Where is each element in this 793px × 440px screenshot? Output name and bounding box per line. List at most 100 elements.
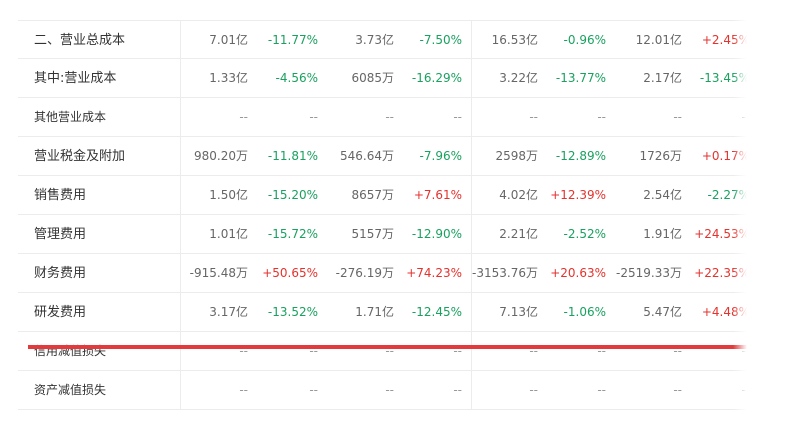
column-divider — [180, 176, 181, 215]
column-divider — [471, 21, 472, 60]
value-cell: 6085万 — [351, 71, 394, 85]
value-cell: -- — [529, 110, 538, 124]
right-margin — [747, 0, 793, 438]
row-label: 信用减值损失 — [34, 344, 107, 358]
scroll-fade — [733, 20, 747, 440]
column-divider — [471, 293, 472, 332]
change-cell: -- — [453, 383, 462, 397]
value-cell: 7.13亿 — [499, 305, 538, 319]
table-row: 财务费用 -915.48万 +50.65% -276.19万 +74.23% -3153.… — [18, 254, 750, 293]
row-label: 其中:营业成本 — [34, 71, 117, 86]
column-divider — [471, 176, 472, 215]
value-cell: 1.71亿 — [355, 305, 394, 319]
value-cell: -- — [239, 110, 248, 124]
change-cell: -1.06% — [563, 305, 606, 319]
value-cell: 8657万 — [351, 188, 394, 202]
column-divider — [471, 371, 472, 410]
column-divider — [180, 98, 181, 137]
change-cell: -7.50% — [419, 33, 462, 47]
value-cell: 546.64万 — [340, 149, 394, 163]
value-cell: -2519.33万 — [616, 266, 682, 280]
change-cell: +12.39% — [550, 188, 606, 202]
value-cell: -- — [529, 383, 538, 397]
row-label: 二、营业总成本 — [34, 33, 126, 48]
row-label: 资产减值损失 — [34, 383, 107, 397]
value-cell: 2.54亿 — [643, 188, 682, 202]
value-cell: 2.17亿 — [643, 71, 682, 85]
table-row: 研发费用 3.17亿 -13.52% 1.71亿 -12.45% 7.13亿 -1.06% 5… — [18, 293, 750, 332]
value-cell: 12.01亿 — [635, 33, 682, 47]
change-cell: -- — [309, 344, 318, 358]
value-cell: 7.01亿 — [209, 33, 248, 47]
change-cell: -11.77% — [267, 33, 318, 47]
column-divider — [180, 137, 181, 176]
change-cell: -7.96% — [419, 149, 462, 163]
column-divider — [471, 137, 472, 176]
change-cell: -- — [309, 383, 318, 397]
value-cell: -- — [385, 383, 394, 397]
change-cell: -13.52% — [267, 305, 318, 319]
column-divider — [471, 215, 472, 254]
financial-table: 二、营业总成本 7.01亿 -11.77% 3.73亿 -7.50% 16.53亿 -0.9… — [18, 20, 750, 410]
table-row: 其他营业成本---------------- — [18, 98, 750, 137]
table-row: 营业税金及附加 980.20万 -11.81% 546.64万 -7.96% 2598万 -… — [18, 137, 750, 176]
column-divider — [180, 215, 181, 254]
value-cell: 4.02亿 — [499, 188, 538, 202]
change-cell: -0.96% — [563, 33, 606, 47]
table-row: 管理费用 1.01亿 -15.72% 5157万 -12.90% 2.21亿 -2.52% 1… — [18, 215, 750, 254]
table-row: 二、营业总成本 7.01亿 -11.77% 3.73亿 -7.50% 16.53亿 -0.9… — [18, 20, 750, 60]
table-row: 销售费用 1.50亿 -15.20% 8657万 +7.61% 4.02亿 +12.39% 2… — [18, 176, 750, 215]
value-cell: 1.50亿 — [209, 188, 248, 202]
change-cell: -12.89% — [555, 149, 606, 163]
change-cell: -12.90% — [411, 227, 462, 241]
value-cell: -915.48万 — [189, 266, 248, 280]
change-cell: -15.72% — [267, 227, 318, 241]
change-cell: +50.65% — [262, 266, 318, 280]
value-cell: -276.19万 — [335, 266, 394, 280]
value-cell: 5157万 — [351, 227, 394, 241]
change-cell: +74.23% — [406, 266, 462, 280]
value-cell: 2.21亿 — [499, 227, 538, 241]
value-cell: 980.20万 — [194, 149, 248, 163]
value-cell: -- — [673, 344, 682, 358]
value-cell: 3.17亿 — [209, 305, 248, 319]
value-cell: -- — [529, 344, 538, 358]
row-label: 财务费用 — [34, 266, 87, 281]
column-divider — [471, 98, 472, 137]
column-divider — [180, 293, 181, 332]
value-cell: 1.01亿 — [209, 227, 248, 241]
change-cell: -- — [597, 383, 606, 397]
table-row: 资产减值损失---------------- — [18, 371, 750, 410]
table-row: 其中:营业成本 1.33亿 -4.56% 6085万 -16.29% 3.22亿 -13.7… — [18, 59, 750, 98]
value-cell: -- — [673, 383, 682, 397]
change-cell: -4.56% — [275, 71, 318, 85]
value-cell: -- — [673, 110, 682, 124]
change-cell: -- — [453, 344, 462, 358]
change-cell: -13.77% — [555, 71, 606, 85]
change-cell: -- — [597, 344, 606, 358]
value-cell: 5.47亿 — [643, 305, 682, 319]
change-cell: -16.29% — [411, 71, 462, 85]
change-cell: -12.45% — [411, 305, 462, 319]
value-cell: -3153.76万 — [472, 266, 538, 280]
row-label: 其他营业成本 — [34, 110, 107, 124]
value-cell: -- — [385, 110, 394, 124]
table-row: 信用减值损失---------------- — [18, 332, 750, 371]
value-cell: 3.22亿 — [499, 71, 538, 85]
value-cell: 1.33亿 — [209, 71, 248, 85]
value-cell: 1726万 — [639, 149, 682, 163]
row-label: 研发费用 — [34, 305, 87, 320]
change-cell: -2.52% — [563, 227, 606, 241]
change-cell: -11.81% — [267, 149, 318, 163]
value-cell: 16.53亿 — [491, 33, 538, 47]
value-cell: 2598万 — [495, 149, 538, 163]
change-cell: +20.63% — [550, 266, 606, 280]
highlight-divider — [28, 345, 748, 349]
row-label: 营业税金及附加 — [34, 149, 126, 164]
change-cell: -- — [309, 110, 318, 124]
column-divider — [180, 21, 181, 60]
value-cell: -- — [239, 383, 248, 397]
row-label: 销售费用 — [34, 188, 87, 203]
row-label: 管理费用 — [34, 227, 87, 242]
column-divider — [180, 254, 181, 293]
